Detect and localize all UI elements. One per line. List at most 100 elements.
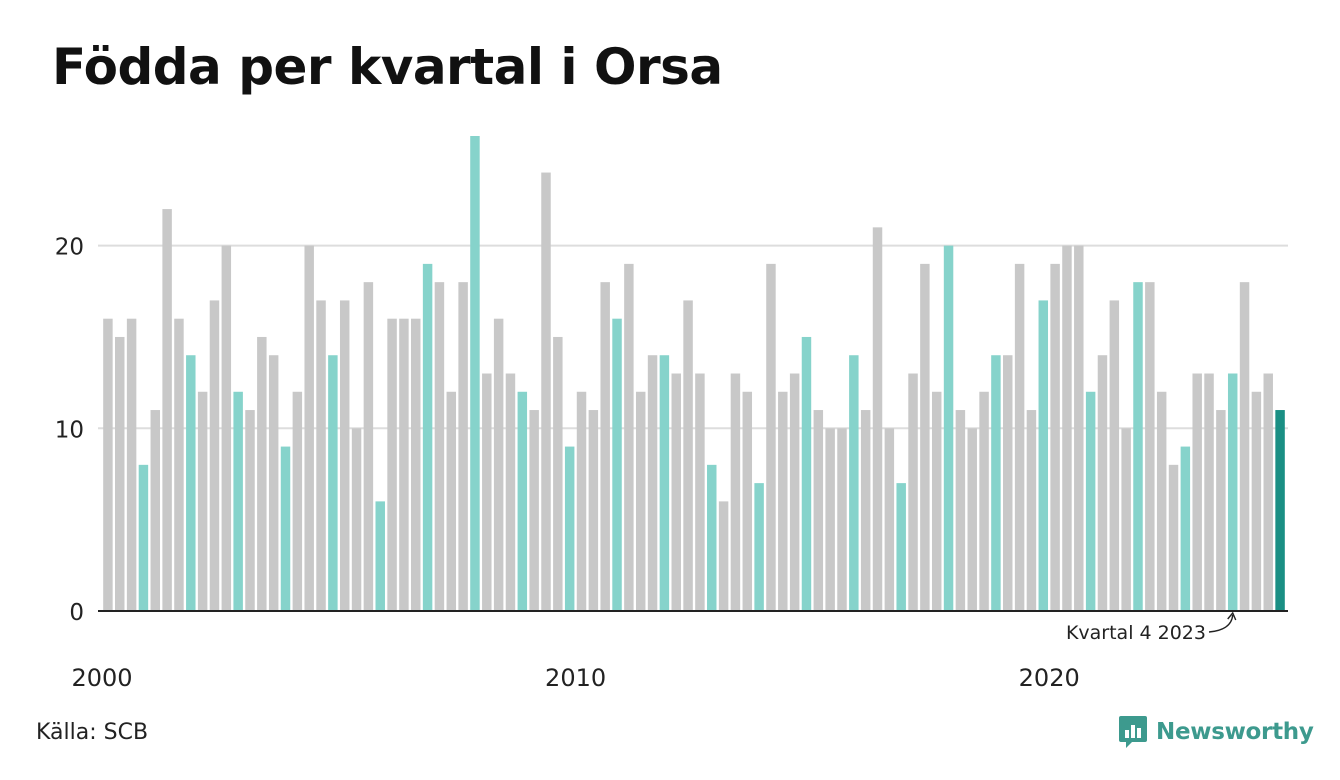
bar: [422, 263, 433, 611]
bar: [268, 355, 279, 611]
bar: [754, 483, 764, 611]
bar: [1263, 373, 1273, 611]
bar: [920, 263, 930, 611]
newsworthy-logo-icon: [1119, 716, 1147, 748]
bar: [1062, 245, 1072, 611]
bar: [1204, 373, 1214, 611]
bar: [150, 410, 161, 611]
bar: [292, 391, 303, 611]
bar: [1227, 373, 1238, 611]
bar: [233, 391, 243, 611]
chart-title: Födda per kvartal i Orsa: [52, 38, 723, 96]
bar: [825, 428, 835, 611]
bar: [1168, 464, 1179, 611]
bar: [1014, 263, 1025, 611]
bar: [103, 318, 113, 611]
bar: [1251, 391, 1262, 611]
bar: [517, 391, 528, 611]
annotation: Kvartal 4 2023: [1066, 611, 1237, 644]
bar: [280, 446, 291, 611]
bar: [209, 300, 220, 611]
bar: [138, 464, 149, 611]
bar: [612, 318, 622, 611]
bar: [553, 336, 563, 611]
bar: [363, 282, 374, 611]
bar: [860, 410, 871, 611]
bar: [470, 136, 480, 611]
bar: [1050, 263, 1060, 611]
bar: [1109, 300, 1120, 611]
bar: [375, 501, 385, 611]
bar-series: [103, 136, 1285, 612]
bar: [387, 318, 397, 611]
bar: [967, 428, 977, 611]
bar: [896, 483, 906, 611]
bar: [849, 355, 859, 611]
annotation-arrow: [1208, 614, 1234, 633]
bar: [789, 373, 800, 611]
bar: [1145, 282, 1155, 611]
bar: [647, 355, 658, 611]
brand-name: Newsworthy: [1156, 719, 1314, 745]
x-tick-label: 2000: [71, 664, 132, 692]
axes: 0 10 20 2000 2010 2020: [55, 235, 1288, 692]
y-tick-label: 20: [55, 235, 84, 261]
bar: [730, 373, 741, 611]
bar: [943, 245, 954, 611]
annotation-arrowhead: [1227, 611, 1237, 621]
bar: [1216, 410, 1226, 611]
bar: [1026, 410, 1037, 611]
bar: [221, 245, 232, 611]
bar: [801, 336, 812, 611]
bar: [1192, 373, 1202, 611]
bar: [884, 428, 895, 611]
bar: [115, 336, 125, 611]
bar: [588, 410, 599, 611]
bar: [126, 318, 137, 611]
bar: [1156, 391, 1167, 611]
bar: [837, 428, 847, 611]
bar: [351, 428, 362, 611]
bar: [505, 373, 516, 611]
bar: [1180, 446, 1191, 611]
bar: [576, 391, 587, 611]
bar: [174, 318, 184, 611]
bar: [659, 355, 670, 611]
bar: [541, 172, 551, 612]
y-tick-label: 10: [55, 417, 84, 443]
bar: [257, 336, 267, 611]
bar: [683, 300, 693, 611]
bar: [742, 391, 753, 611]
bar: [328, 355, 338, 611]
bar: [991, 355, 1001, 611]
bar: [778, 391, 788, 611]
x-tick-label: 2020: [1019, 664, 1080, 692]
bar: [1275, 410, 1285, 611]
bar: [458, 282, 468, 611]
bar: [955, 410, 966, 611]
bar: [162, 209, 172, 611]
bar: [411, 318, 421, 611]
bar: [1133, 282, 1143, 611]
bar: [718, 501, 729, 611]
bar: [1074, 245, 1084, 611]
bar: [813, 410, 824, 611]
bar: [529, 410, 539, 611]
bar: [245, 410, 255, 611]
bar: [434, 282, 445, 611]
brand-logo[interactable]: Newsworthy: [1118, 712, 1314, 752]
bar: [304, 245, 314, 611]
bar: [197, 391, 208, 611]
y-tick-label: 0: [69, 600, 84, 626]
x-tick-label: 2010: [545, 664, 606, 692]
bar: [931, 391, 942, 611]
bar: [635, 391, 646, 611]
bar: [399, 318, 409, 611]
bar: [1038, 300, 1049, 611]
bar: [1003, 355, 1013, 611]
bar: [482, 373, 492, 611]
bar: [695, 373, 705, 611]
bar: [339, 300, 350, 611]
bar: [564, 446, 575, 611]
